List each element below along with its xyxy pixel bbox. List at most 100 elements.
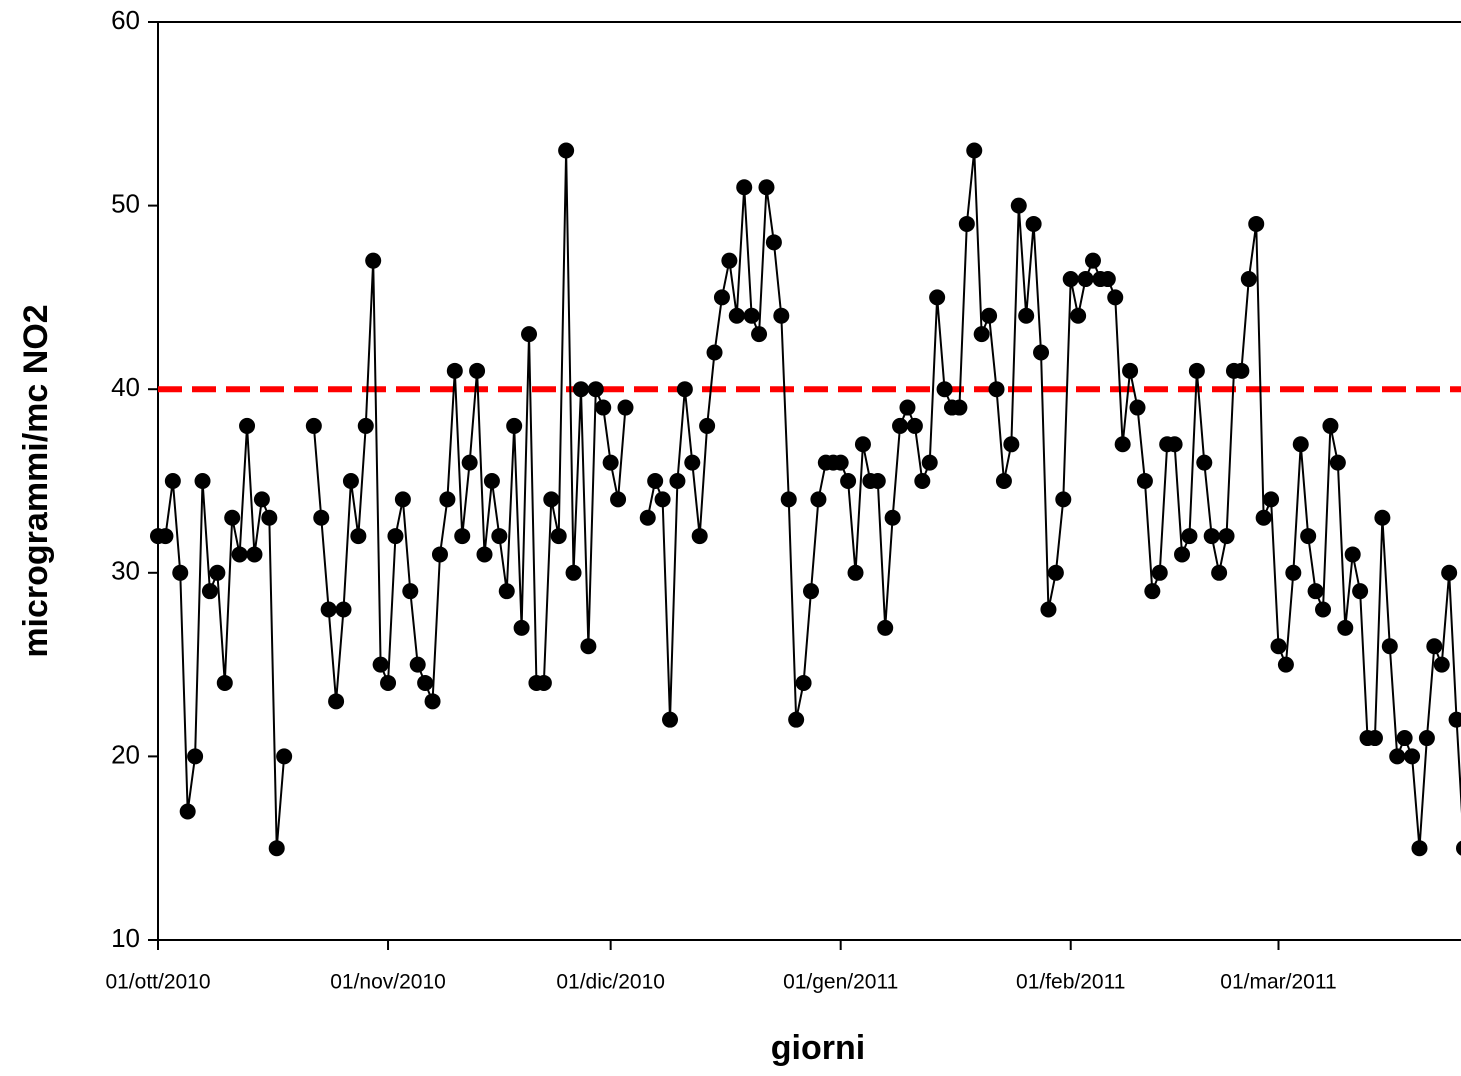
data-point bbox=[1174, 546, 1191, 563]
data-point bbox=[1055, 491, 1072, 508]
data-point bbox=[780, 491, 797, 508]
x-axis-label: giorni bbox=[771, 1029, 865, 1067]
data-point bbox=[1144, 583, 1161, 600]
data-point bbox=[773, 307, 790, 324]
data-point bbox=[1456, 840, 1461, 856]
data-point bbox=[439, 491, 456, 508]
data-point bbox=[1033, 344, 1050, 361]
data-point bbox=[1166, 436, 1183, 453]
data-point bbox=[491, 528, 508, 545]
data-point bbox=[365, 252, 382, 269]
data-point bbox=[1025, 215, 1042, 232]
data-point bbox=[305, 417, 322, 434]
data-point bbox=[572, 381, 589, 398]
data-point bbox=[595, 399, 612, 416]
data-point bbox=[216, 674, 233, 691]
y-tick-label: 20 bbox=[111, 739, 140, 769]
data-point bbox=[1255, 509, 1272, 526]
data-point bbox=[513, 619, 530, 636]
data-point bbox=[417, 674, 434, 691]
data-point bbox=[958, 215, 975, 232]
data-point bbox=[676, 381, 693, 398]
data-point bbox=[335, 601, 352, 618]
data-point bbox=[706, 344, 723, 361]
data-point bbox=[431, 546, 448, 563]
data-point bbox=[736, 179, 753, 196]
data-point bbox=[617, 399, 634, 416]
data-point bbox=[320, 601, 337, 618]
data-point bbox=[1040, 601, 1057, 618]
data-point bbox=[1344, 546, 1361, 563]
data-point bbox=[1277, 656, 1294, 673]
data-point bbox=[565, 564, 582, 581]
data-point bbox=[1062, 271, 1079, 288]
data-point bbox=[877, 619, 894, 636]
data-point bbox=[454, 528, 471, 545]
data-point bbox=[699, 417, 716, 434]
data-point bbox=[476, 546, 493, 563]
data-point bbox=[1070, 307, 1087, 324]
data-point bbox=[1107, 289, 1124, 306]
data-point bbox=[1329, 454, 1346, 471]
x-tick-label: 01/ott/2010 bbox=[105, 971, 210, 994]
data-point bbox=[1337, 619, 1354, 636]
data-point bbox=[832, 454, 849, 471]
data-point bbox=[521, 326, 538, 343]
data-point bbox=[1411, 840, 1428, 857]
data-point bbox=[1211, 564, 1228, 581]
data-point bbox=[328, 693, 345, 710]
data-point bbox=[1418, 730, 1435, 747]
data-point bbox=[914, 473, 931, 489]
data-point bbox=[1300, 528, 1317, 545]
data-point bbox=[647, 473, 664, 489]
data-point bbox=[1285, 564, 1302, 581]
data-point bbox=[691, 528, 708, 545]
x-tick-label: 01/feb/2011 bbox=[1016, 971, 1125, 994]
data-point bbox=[1151, 564, 1168, 581]
data-point bbox=[936, 381, 953, 398]
data-point bbox=[1433, 656, 1450, 673]
data-point bbox=[224, 509, 241, 526]
data-point bbox=[1396, 730, 1413, 747]
data-point bbox=[1441, 564, 1458, 581]
data-point bbox=[268, 840, 285, 857]
data-point bbox=[684, 454, 701, 471]
data-point bbox=[1203, 528, 1220, 545]
data-point bbox=[966, 142, 983, 159]
data-point bbox=[728, 307, 745, 324]
data-point bbox=[854, 436, 871, 453]
data-point bbox=[261, 509, 278, 526]
data-point bbox=[239, 417, 256, 434]
data-point bbox=[469, 362, 486, 379]
data-point bbox=[1010, 197, 1027, 214]
data-point bbox=[869, 473, 886, 489]
y-tick-label: 50 bbox=[111, 188, 140, 218]
data-point bbox=[1018, 307, 1035, 324]
data-point bbox=[1047, 564, 1064, 581]
data-point bbox=[1307, 583, 1324, 600]
x-tick-label: 01/mar/2011 bbox=[1220, 971, 1336, 994]
data-point bbox=[639, 509, 656, 526]
data-point bbox=[498, 583, 515, 600]
data-point bbox=[446, 362, 463, 379]
data-point bbox=[550, 528, 567, 545]
data-point bbox=[1366, 730, 1383, 747]
data-point bbox=[602, 454, 619, 471]
data-point bbox=[751, 326, 768, 343]
data-point bbox=[899, 399, 916, 416]
data-point bbox=[1196, 454, 1213, 471]
data-point bbox=[313, 509, 330, 526]
data-point bbox=[788, 711, 805, 728]
data-point bbox=[1114, 436, 1131, 453]
x-tick-label: 01/dic/2010 bbox=[556, 971, 665, 994]
data-point bbox=[1315, 601, 1332, 618]
data-point bbox=[743, 307, 760, 324]
data-point bbox=[795, 674, 812, 691]
data-point bbox=[558, 142, 575, 159]
data-point bbox=[276, 748, 293, 765]
data-point bbox=[1426, 638, 1443, 655]
data-point bbox=[654, 491, 671, 508]
data-point bbox=[350, 528, 367, 545]
